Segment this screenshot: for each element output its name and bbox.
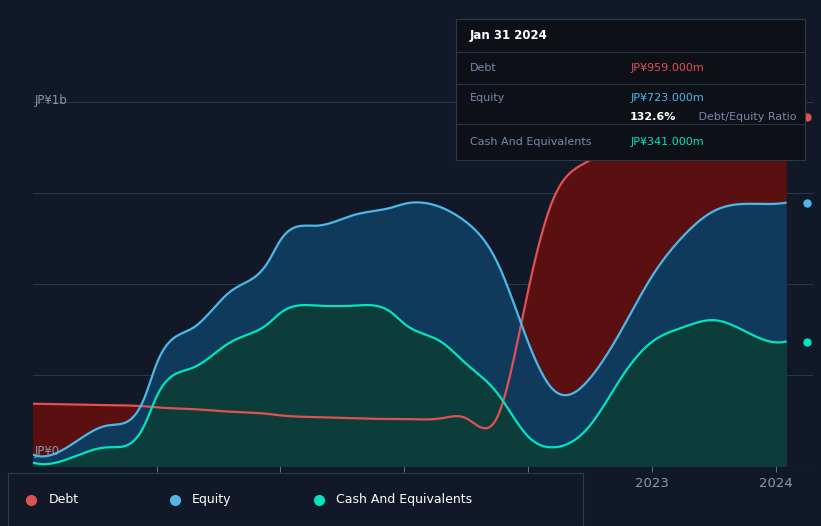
Text: Debt: Debt [48,493,79,506]
Text: JP¥723.000m: JP¥723.000m [631,94,704,104]
Text: Debt: Debt [470,63,497,73]
Text: JP¥341.000m: JP¥341.000m [631,137,704,147]
Text: Debt/Equity Ratio: Debt/Equity Ratio [695,112,796,122]
Text: JP¥959.000m: JP¥959.000m [631,63,704,73]
Text: JP¥1b: JP¥1b [34,94,67,107]
Text: Equity: Equity [470,94,505,104]
Text: JP¥0: JP¥0 [34,444,60,458]
Text: Jan 31 2024: Jan 31 2024 [470,29,548,42]
Text: Cash And Equivalents: Cash And Equivalents [470,137,591,147]
Text: Equity: Equity [192,493,232,506]
Text: Cash And Equivalents: Cash And Equivalents [336,493,472,506]
Text: 132.6%: 132.6% [631,112,677,122]
